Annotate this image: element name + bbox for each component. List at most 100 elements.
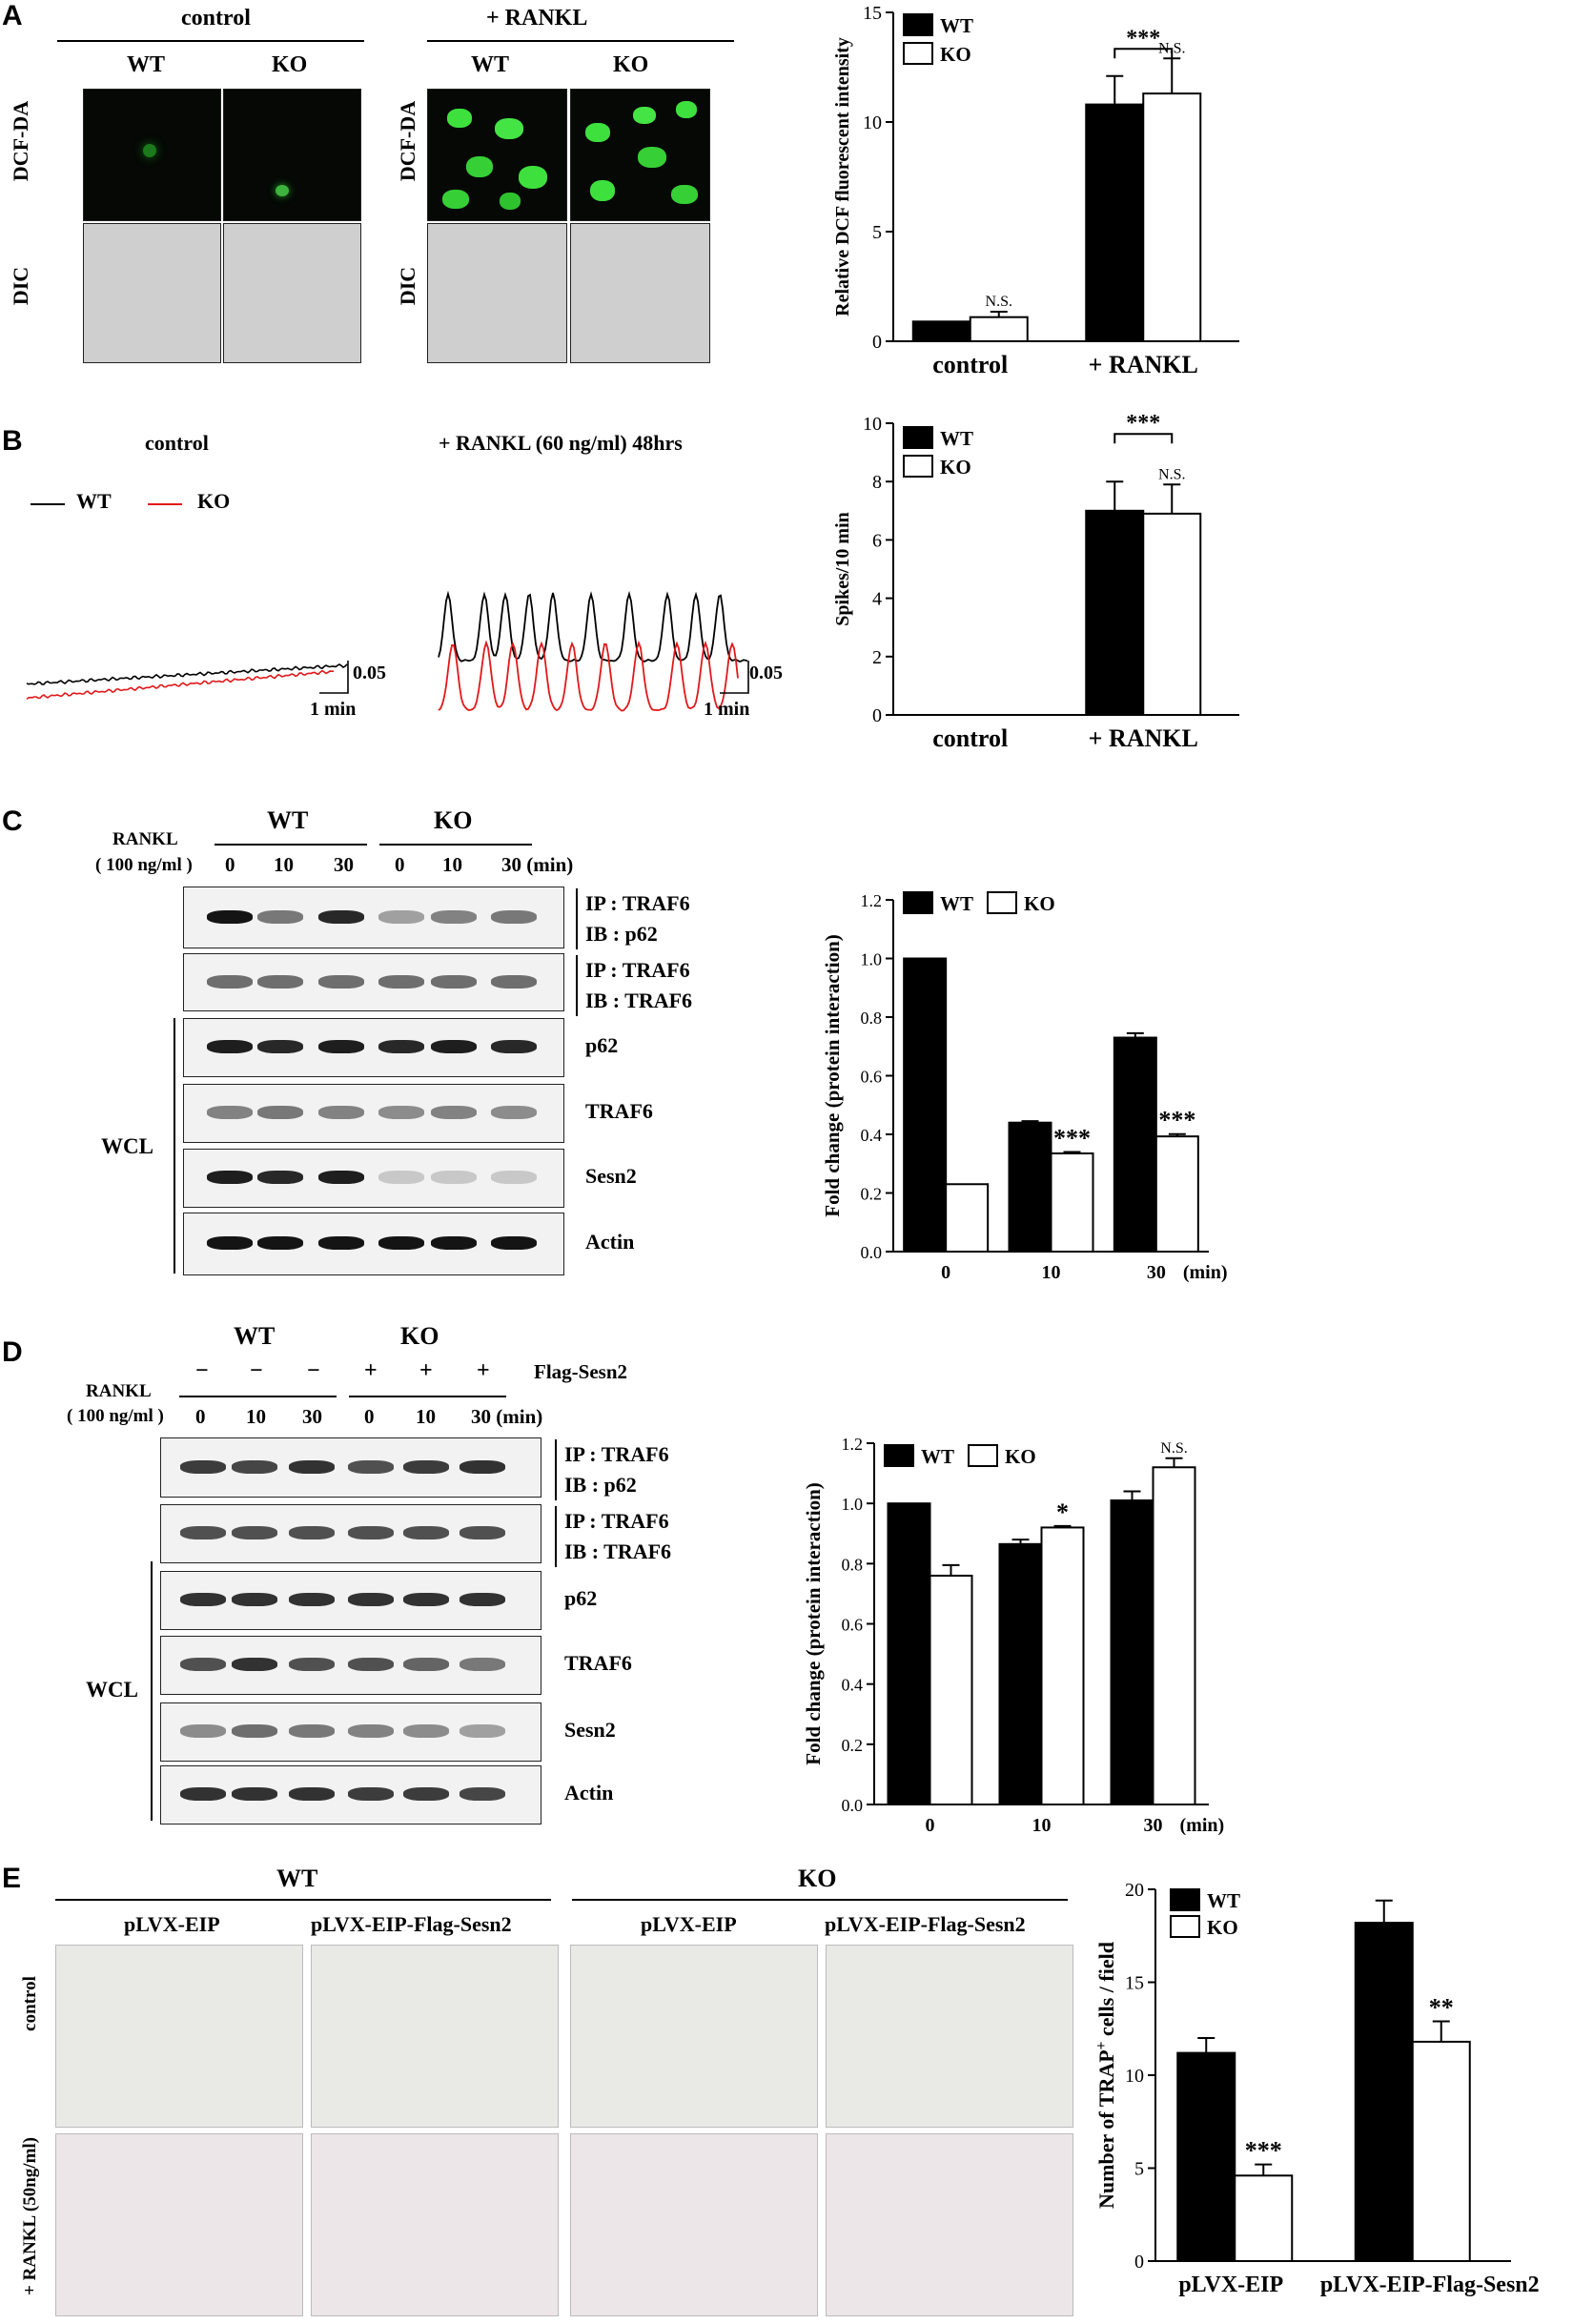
y-tick-label: 0.4	[861, 1126, 883, 1145]
trace-title-control: control	[145, 431, 209, 455]
blot-band	[180, 1724, 226, 1738]
blot-band	[318, 1106, 364, 1119]
panel-letter-a: A	[2, 0, 23, 31]
y-tick-label: 5	[872, 222, 882, 243]
blot-band	[491, 909, 537, 924]
blot-d-5	[160, 1702, 541, 1762]
legend-swatch-wt	[884, 1444, 914, 1467]
blot-d-3	[160, 1571, 541, 1630]
blot-label-d-6: Actin	[564, 1781, 614, 1804]
micrograph-dcf-rankl-wt	[427, 89, 567, 221]
bar-wt	[1354, 1922, 1414, 2262]
y-tick-label: 1.0	[861, 950, 883, 969]
time-label-c-3: 30	[334, 853, 354, 876]
x-category-label: 10	[1032, 1815, 1052, 1836]
time-label-c-4: 0	[395, 853, 405, 876]
micrograph-dic-rankl-wt	[427, 223, 567, 363]
y-tick-label: 0	[872, 705, 882, 726]
group-rule-ko-e	[572, 1899, 1068, 1901]
group-rule-ko-d	[349, 1396, 506, 1397]
blot-label-d-5: Sesn2	[564, 1718, 616, 1742]
time-label-c-1: 0	[225, 853, 235, 876]
bar-ko	[1142, 512, 1202, 716]
row-label-dcfda-2: DCF-DA	[396, 100, 419, 182]
micrograph-trap-wt-vec-control	[55, 1945, 303, 2128]
micrograph-trap-ko-sesn2-rankl	[826, 2133, 1073, 2316]
y-tick-label: 10	[1125, 2066, 1144, 2087]
flag-sign-d-2: −	[250, 1358, 263, 1383]
legend-label-ko: KO	[1005, 1445, 1036, 1468]
vector-label-e-4: pLVX-EIP-Flag-Sesn2	[825, 1912, 1026, 1936]
bar-ko	[1050, 1152, 1094, 1253]
group-rule-rankl	[427, 40, 734, 42]
legend-swatch-wt	[903, 891, 933, 914]
blot-band	[232, 1593, 277, 1606]
legend-label-ko: KO	[940, 456, 971, 479]
y-tick-label: 10	[863, 414, 882, 435]
group-rule-wt-e	[55, 1899, 551, 1901]
trace-control-wt	[26, 663, 348, 685]
row-label-dic-1: DIC	[9, 266, 32, 306]
legend-label-wt: WT	[940, 892, 973, 915]
col-label-ko-1: KO	[272, 52, 308, 77]
blot-band	[491, 1040, 537, 1053]
y-tick-label: 1.2	[842, 1435, 864, 1454]
blot-band	[348, 1526, 394, 1539]
significance-mark: ***	[1245, 2137, 1282, 2165]
blot-c-3	[183, 1018, 564, 1077]
legend-swatch-wt	[1170, 1888, 1200, 1911]
blot-band	[289, 1593, 335, 1606]
blot-band	[180, 1593, 226, 1606]
x-category-label: control	[932, 724, 1008, 752]
blot-band	[460, 1593, 505, 1606]
blot-band	[232, 1787, 277, 1801]
legend-swatch-ko	[968, 1444, 998, 1467]
blot-band	[403, 1526, 449, 1539]
y-tick-label: 0.0	[842, 1796, 864, 1815]
bar-chart-b: 0 2 4 6 8 10 Spikes/10 min control + RANKL WT KO **…	[832, 411, 1239, 752]
x-category-label: pLVX-EIP-Flag-Sesn2	[1320, 2273, 1540, 2297]
bar-chart-e: 0 5 10 15 20 Number of TRAP+ cells / field pLV…	[1093, 1880, 1540, 2297]
legend-label-ko: KO	[1024, 892, 1055, 915]
blot-band	[232, 1459, 277, 1474]
micrograph-dic-ctrl-wt	[83, 223, 221, 363]
legend-line-wt	[31, 503, 65, 505]
legend-label-ko: KO	[197, 489, 231, 513]
significance-mark: N.S.	[1158, 466, 1185, 482]
bar-wt	[887, 1502, 931, 1806]
legend-label-ko: KO	[940, 43, 971, 66]
y-tick-label: 4	[872, 589, 882, 610]
x-category-label: + RANKL	[1089, 724, 1198, 752]
panel-letter-c: C	[2, 805, 23, 837]
trace-title-rankl: + RANKL (60 ng/ml) 48hrs	[439, 431, 683, 455]
y-tick-label: 0.6	[861, 1068, 883, 1087]
blot-label-c-1: IP : TRAF6 IB : p62	[576, 888, 690, 949]
y-tick-label: 0.8	[842, 1555, 864, 1574]
blot-band	[232, 1724, 277, 1738]
y-tick-label: 1.0	[842, 1495, 864, 1514]
x-category-label: 30	[1147, 1262, 1166, 1283]
blot-d-4	[160, 1636, 541, 1695]
legend-label-wt: WT	[940, 14, 973, 37]
row-label-control-e: control	[20, 1976, 40, 2031]
col-label-wt-2: WT	[471, 52, 510, 77]
blot-label-c-5: Sesn2	[585, 1164, 637, 1188]
bar-wt	[903, 957, 948, 1253]
group-rule-control	[57, 40, 364, 42]
bar-wt	[1008, 1121, 1052, 1254]
x-category-label: 0	[941, 1262, 950, 1283]
bar-ko	[1040, 1526, 1085, 1806]
trace-control	[26, 661, 349, 700]
blot-d-2	[160, 1504, 541, 1563]
blot-band	[180, 1658, 226, 1671]
blot-label-d-4: TRAF6	[564, 1651, 632, 1675]
blot-band	[460, 1658, 505, 1671]
bar-chart-a: 0 5 10 15 Relative DCF fluorescent intensity…	[832, 3, 1239, 378]
blot-band	[348, 1787, 394, 1801]
bar-wt	[998, 1542, 1043, 1805]
x-category-label: 30	[1144, 1815, 1163, 1836]
blot-band	[431, 974, 477, 989]
bar-wt	[1176, 2051, 1236, 2262]
blot-band	[403, 1459, 449, 1474]
blot-band	[180, 1526, 226, 1539]
